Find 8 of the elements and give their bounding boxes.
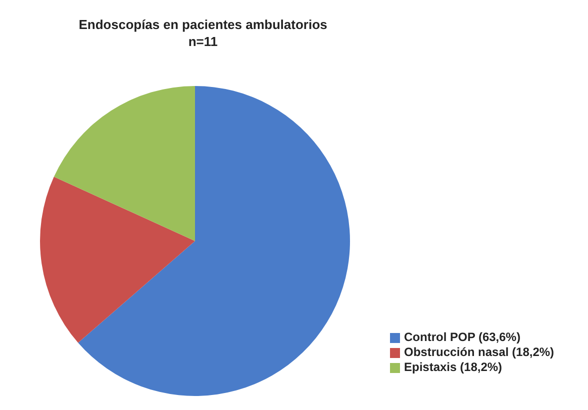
pie-slice (78, 86, 350, 396)
pie-slice (54, 86, 195, 241)
chart-subtitle: n=11 (187, 33, 219, 50)
pie-slice (40, 176, 195, 343)
legend-label: Epistaxis (18,2%) (404, 360, 502, 375)
chart-title: Endoscopías en pacientes ambulatorios (78, 16, 328, 33)
legend-label: Obstrucción nasal (18,2%) (404, 345, 554, 360)
legend-label: Control POP (63,6%) (404, 330, 520, 345)
